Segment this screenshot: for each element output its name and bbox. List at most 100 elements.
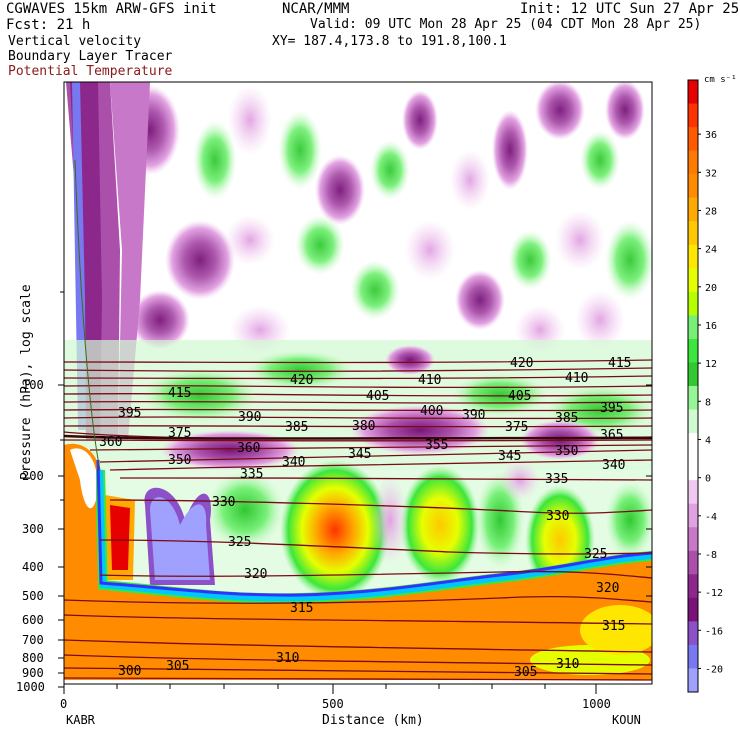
colorbar-unit: cm s⁻¹	[704, 75, 737, 85]
colorbar-label: -8	[705, 550, 717, 561]
theta-label-410: 410	[418, 373, 441, 388]
cross-section-endpoints: XY= 187.4,173.8 to 191.8,100.1	[272, 34, 507, 49]
y-tick-800: 800	[22, 651, 44, 665]
theta-label-315-right: 315	[602, 619, 625, 634]
theta-label-380: 380	[352, 419, 375, 434]
init-time: Init: 12 UTC Sun 27 Apr 25	[520, 1, 740, 17]
theta-label-340: 340	[282, 455, 305, 470]
y-tick-400: 400	[22, 560, 44, 574]
x-start-station: KABR	[66, 713, 96, 727]
y-tick-100: 100	[22, 378, 44, 392]
theta-label-415-right: 415	[608, 356, 631, 371]
colorbar-swatch	[688, 221, 698, 246]
colorbar-swatch	[688, 315, 698, 340]
theta-label-360: 360	[237, 441, 260, 456]
theta-label-420-right: 420	[510, 356, 533, 371]
theta-label-355: 355	[425, 438, 448, 453]
colorbar-swatch	[688, 480, 698, 505]
colorbar-swatch	[688, 574, 698, 599]
theta-label-350-right: 350	[555, 444, 578, 459]
theta-label-325: 325	[228, 535, 251, 550]
theta-label-320-right: 320	[596, 581, 619, 596]
institution: NCAR/MMM	[282, 1, 350, 17]
theta-label-420-left: 420	[290, 373, 313, 388]
theta-label-350: 350	[168, 453, 191, 468]
valid-time: Valid: 09 UTC Mon 28 Apr 25 (04 CDT Mon …	[310, 17, 702, 32]
colorbar-swatch	[688, 597, 698, 622]
theta-label-390: 390	[238, 410, 261, 425]
y-tick-500: 500	[22, 589, 44, 603]
colorbar-swatch	[688, 268, 698, 293]
theta-label-305: 305	[166, 659, 189, 674]
colorbar-label: -4	[705, 512, 717, 523]
colorbar-swatch	[688, 127, 698, 152]
x-end-station: KOUN	[612, 713, 641, 727]
colorbar-label: 0	[705, 474, 711, 485]
theta-contours	[64, 159, 652, 681]
theta-label-330-right: 330	[546, 509, 569, 524]
theta-label-340-right: 340	[602, 458, 625, 473]
y-tick-600: 600	[22, 613, 44, 627]
x-tick-1000: 1000	[582, 697, 611, 711]
colorbar-swatch	[688, 668, 698, 693]
theta-label-315: 315	[290, 601, 313, 616]
colorbar-swatch	[688, 456, 698, 481]
theta-label-310-right: 310	[556, 657, 579, 672]
colorbar-swatch	[688, 527, 698, 552]
theta-label-375-right: 375	[505, 420, 528, 435]
y-tick-700: 700	[22, 633, 44, 647]
colorbar-swatch	[688, 550, 698, 575]
colorbar-label: 36	[705, 130, 717, 141]
theta-label-310: 310	[276, 651, 299, 666]
theta-label-300: 300	[118, 664, 141, 679]
x-tick-0: 0	[60, 697, 67, 711]
y-tick-300: 300	[22, 522, 44, 536]
plot-frame	[63, 81, 653, 685]
theta-label-345-right: 345	[498, 449, 521, 464]
theta-label-405-right: 405	[508, 389, 531, 404]
colorbar-swatch	[688, 338, 698, 363]
theta-label-385-right: 385	[555, 411, 578, 426]
theta-label-385: 385	[285, 420, 308, 435]
theta-label-360-left: 360	[99, 435, 122, 450]
x-tick-500: 500	[322, 697, 344, 711]
theta-label-410-right: 410	[565, 371, 588, 386]
colorbar-label: 28	[705, 206, 717, 217]
colorbar-frame	[687, 79, 699, 693]
theta-label-365: 365	[600, 428, 623, 443]
colorbar	[687, 79, 699, 693]
theta-label-415-left: 415	[168, 386, 191, 401]
colorbar-swatch	[688, 291, 698, 316]
theta-label-305-right: 305	[514, 665, 537, 680]
field-boundary-layer-tracer: Boundary Layer Tracer	[8, 49, 173, 64]
colorbar-label: 8	[705, 397, 711, 408]
vertical-velocity-shading	[64, 82, 652, 684]
theta-label-335-right: 335	[545, 472, 568, 487]
colorbar-label: -16	[705, 626, 723, 637]
theta-label-320: 320	[244, 567, 267, 582]
colorbar-swatch	[688, 644, 698, 669]
theta-label-400: 400	[420, 404, 443, 419]
theta-label-335: 335	[240, 467, 263, 482]
colorbar-label: -20	[705, 664, 723, 675]
colorbar-swatch	[688, 244, 698, 269]
field-potential-temperature: Potential Temperature	[8, 64, 173, 79]
y-axis: 100 200 300 400 500 600 700 800 900 1000	[16, 291, 652, 694]
theta-label-395-right: 395	[600, 401, 623, 416]
colorbar-labels: 36 32 28 24 20 16 12 8 4 0 -4 -8 -12 -16 -20	[698, 130, 723, 675]
theta-label-330: 330	[212, 495, 235, 510]
theta-label-345: 345	[348, 447, 371, 462]
colorbar-label: -12	[705, 588, 723, 599]
theta-label-405: 405	[366, 389, 389, 404]
theta-label-375: 375	[168, 426, 191, 441]
x-axis: 0 500 1000 KABR KOUN Distance (km)	[60, 684, 641, 728]
colorbar-label: 16	[705, 321, 717, 332]
y-axis-label: Pressure (hPa), log scale	[19, 284, 34, 480]
theta-label-325-right: 325	[584, 547, 607, 562]
x-axis-label: Distance (km)	[322, 713, 424, 728]
colorbar-swatch	[688, 197, 698, 222]
forecast-hour: Fcst: 21 h	[6, 17, 91, 33]
theta-label-395-left: 395	[118, 406, 141, 421]
colorbar-swatch	[688, 150, 698, 175]
